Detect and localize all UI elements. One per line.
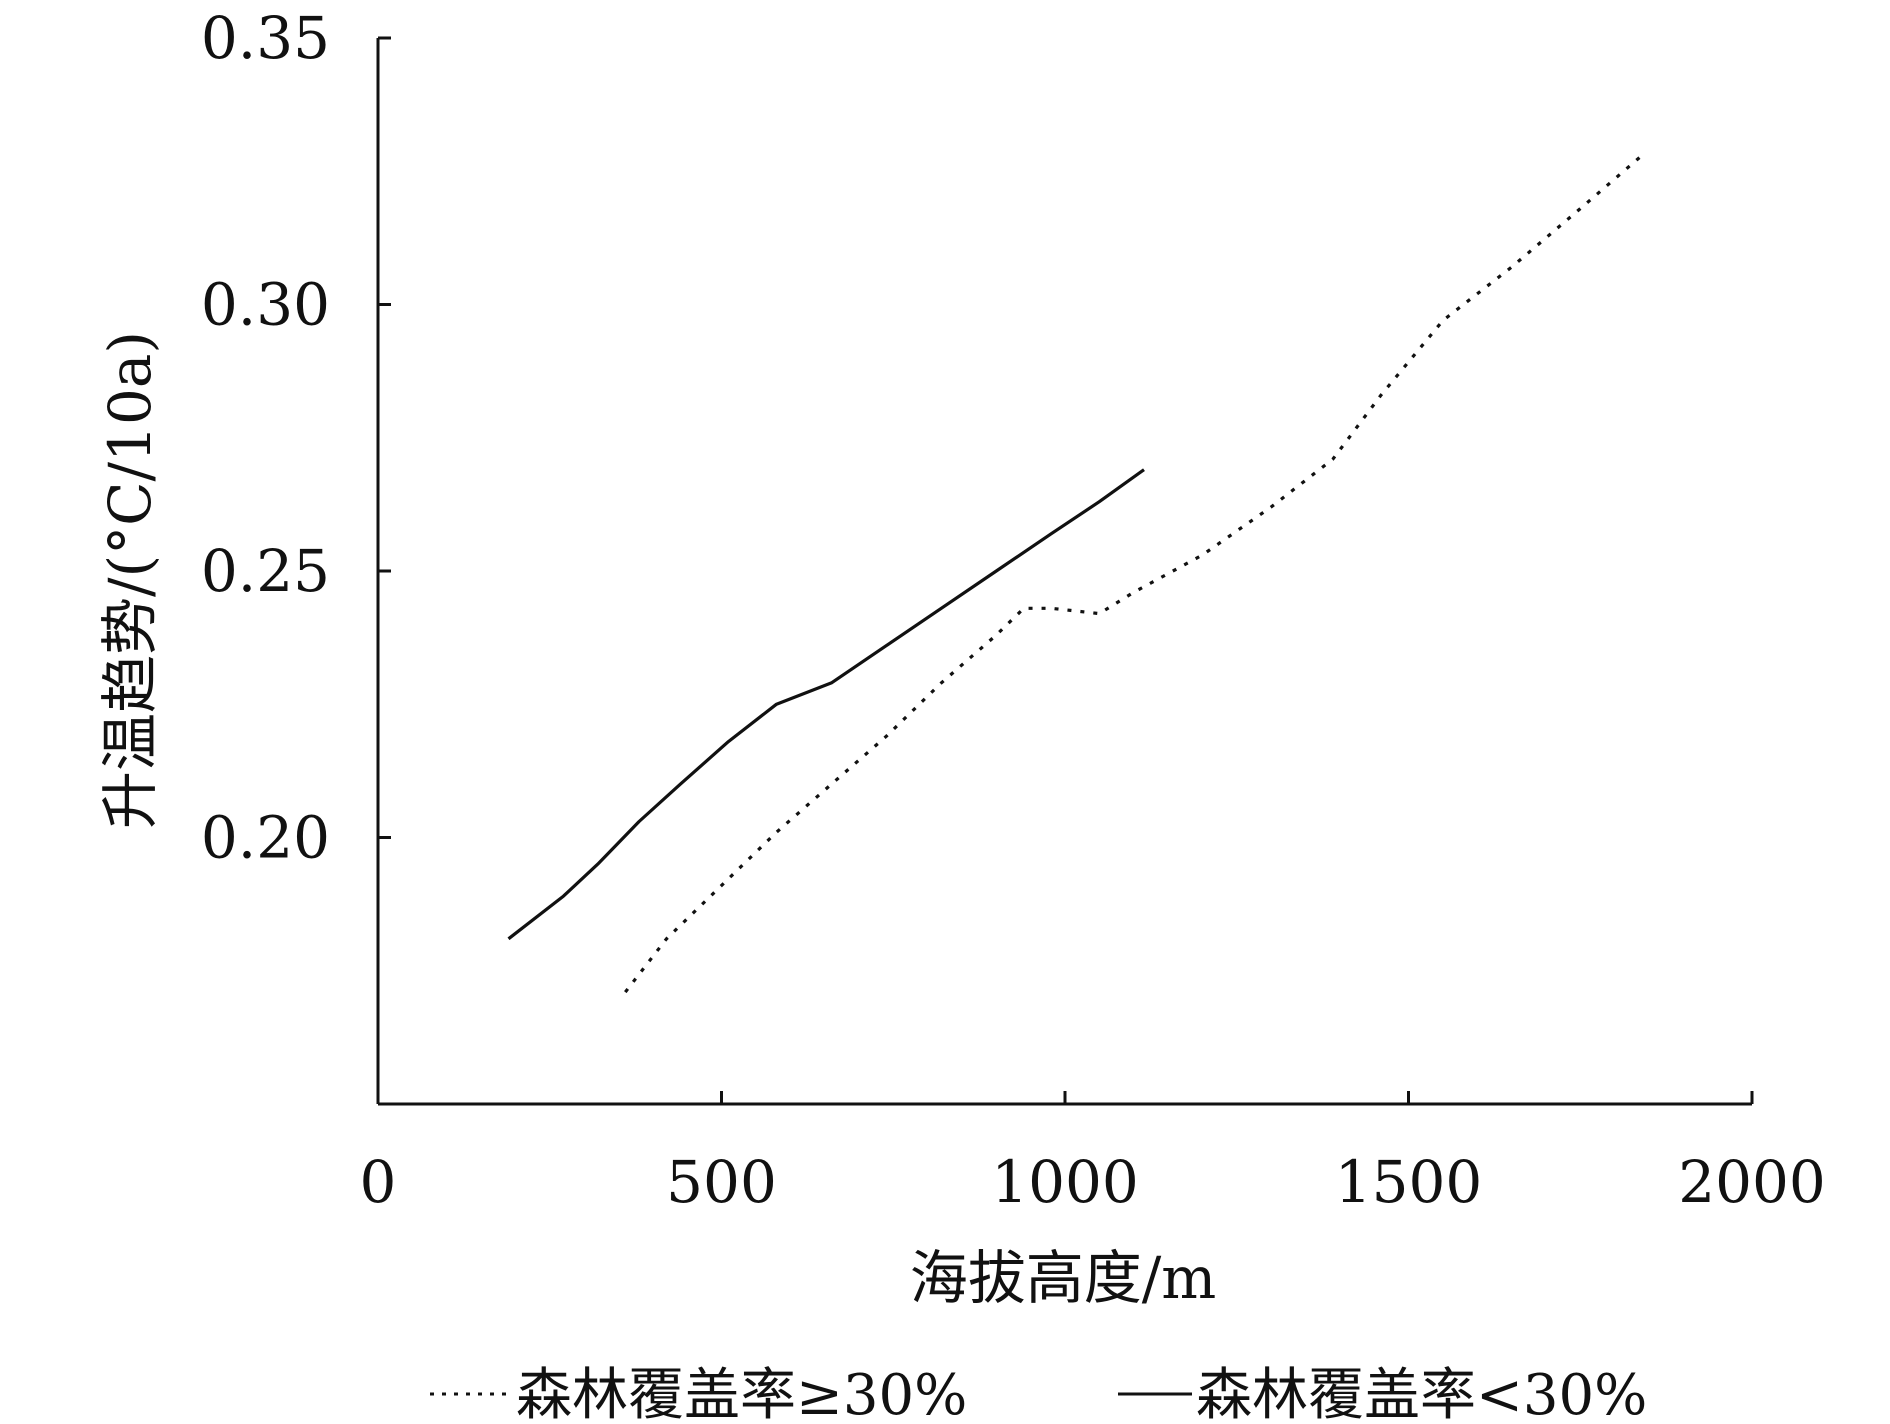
y-axis-ticks: 0.20 0.25 0.30 0.35 bbox=[201, 4, 391, 872]
series-line-forest-high bbox=[624, 154, 1644, 994]
x-axis-label: 海拔高度/m bbox=[910, 1244, 1217, 1312]
y-tick-label: 0.20 bbox=[201, 804, 330, 872]
legend-label-forest-low: 森林覆盖率<30% bbox=[1196, 1363, 1647, 1424]
axes bbox=[376, 38, 1752, 1106]
x-axis-ticks: 0 500 1000 1500 2000 bbox=[360, 1091, 1826, 1216]
x-tick-label: 2000 bbox=[1678, 1148, 1826, 1216]
x-tick-label: 1500 bbox=[1335, 1148, 1483, 1216]
x-tick-label: 0 bbox=[360, 1148, 397, 1216]
y-tick-label: 0.35 bbox=[201, 4, 330, 72]
x-tick-label: 1000 bbox=[991, 1148, 1139, 1216]
series-line-forest-low bbox=[507, 468, 1145, 941]
x-tick-label: 500 bbox=[666, 1148, 777, 1216]
y-tick-label: 0.25 bbox=[201, 537, 330, 605]
legend-label-forest-high: 森林覆盖率≥30% bbox=[516, 1363, 967, 1424]
y-tick-label: 0.30 bbox=[201, 271, 330, 339]
y-axis-label: 升温趋势/(°C/10a) bbox=[96, 331, 164, 829]
series-layer bbox=[507, 154, 1644, 994]
legend: 森林覆盖率≥30% 森林覆盖率<30% bbox=[430, 1363, 1647, 1424]
